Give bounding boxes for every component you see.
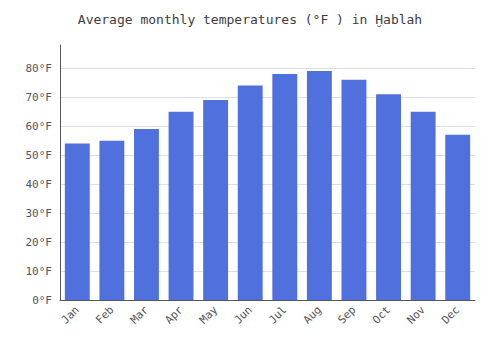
svg-text:Apr: Apr (162, 303, 185, 326)
svg-text:40°F: 40°F (26, 178, 53, 191)
svg-text:Aug: Aug (301, 303, 324, 326)
svg-text:Average monthly temperatures (: Average monthly temperatures (°F ) in Ḫa… (78, 12, 422, 27)
svg-text:80°F: 80°F (26, 62, 53, 75)
svg-text:Jun: Jun (232, 303, 255, 326)
svg-text:0°F: 0°F (32, 294, 52, 307)
svg-text:Jul: Jul (266, 303, 289, 326)
svg-text:20°F: 20°F (26, 236, 53, 249)
svg-text:70°F: 70°F (26, 91, 53, 104)
svg-text:May: May (197, 303, 220, 326)
svg-text:Nov: Nov (404, 303, 427, 326)
svg-text:30°F: 30°F (26, 207, 53, 220)
svg-text:Jan: Jan (59, 303, 82, 326)
svg-text:60°F: 60°F (26, 120, 53, 133)
svg-text:10°F: 10°F (26, 265, 53, 278)
svg-text:Dec: Dec (439, 303, 462, 326)
svg-text:Oct: Oct (370, 303, 393, 326)
svg-text:Mar: Mar (128, 303, 151, 326)
svg-text:Sep: Sep (335, 303, 358, 326)
svg-text:50°F: 50°F (26, 149, 53, 162)
svg-text:Feb: Feb (93, 303, 116, 326)
